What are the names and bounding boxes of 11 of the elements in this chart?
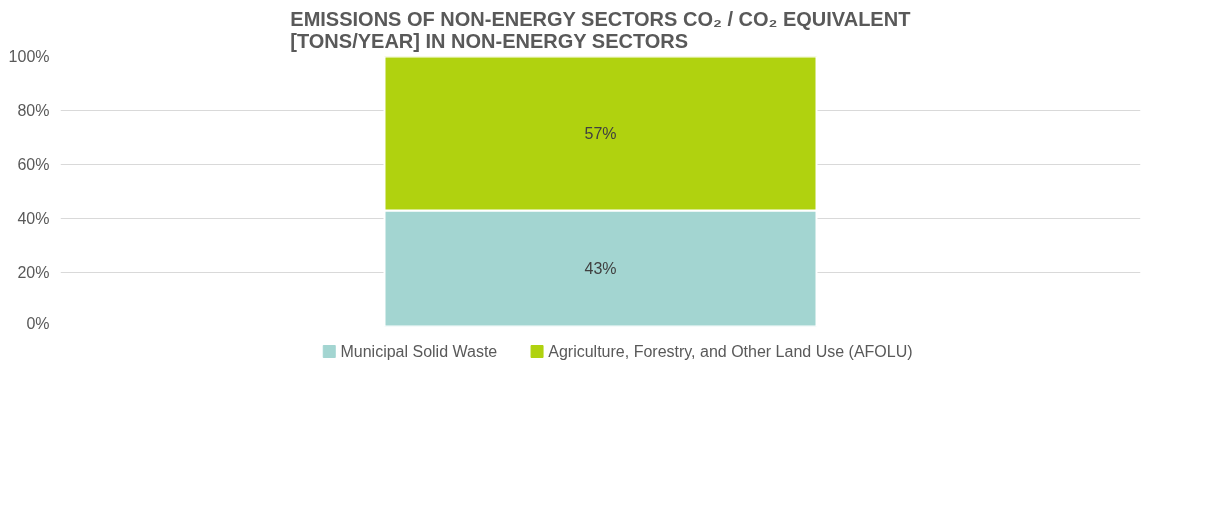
y-tick-label: 0% [26,314,50,332]
legend-label: Municipal Solid Waste [340,343,498,360]
data-label: 57% [584,124,617,142]
y-tick-label: 60% [17,156,50,173]
data-label: 43% [584,259,617,277]
legend-label: Agriculture, Forestry, and Other Land Use (AFOLU) [548,343,913,360]
y-tick-label: 20% [17,264,50,281]
y-tick-label: 80% [17,102,50,119]
chart-title: EMISSIONS OF NON-ENERGY SECTORS CO₂ / CO₂ EQUIVALENT [TONS/YEAR] IN NON-ENERGY SECTORS [290,7,911,52]
y-tick-label: 100% [8,48,50,65]
y-tick-label: 40% [17,210,50,227]
